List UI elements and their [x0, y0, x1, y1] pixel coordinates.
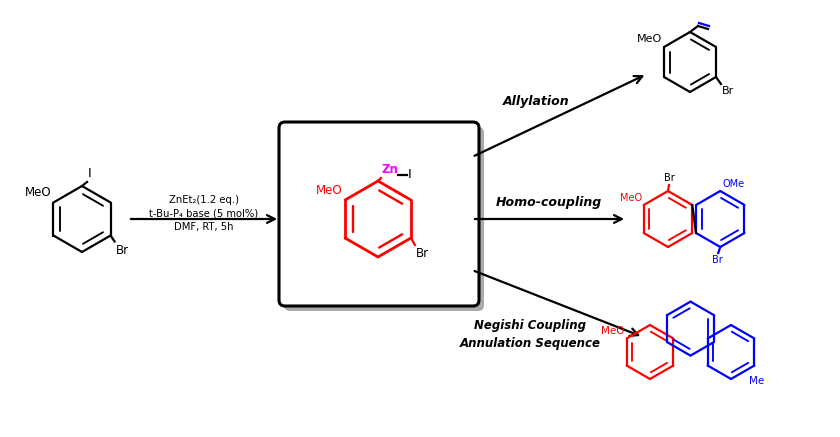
Text: Homo-coupling: Homo-coupling	[496, 196, 602, 209]
Text: I: I	[408, 169, 412, 181]
Text: MeO: MeO	[620, 193, 642, 203]
Text: Br: Br	[116, 243, 129, 257]
Text: I: I	[88, 167, 92, 180]
Text: DMF, RT, 5h: DMF, RT, 5h	[174, 222, 234, 232]
Text: t-Bu-P₄ base (5 mol%): t-Bu-P₄ base (5 mol%)	[150, 209, 259, 219]
FancyBboxPatch shape	[279, 122, 479, 306]
FancyBboxPatch shape	[284, 127, 484, 311]
Text: Br: Br	[416, 247, 429, 260]
Text: Me: Me	[748, 375, 764, 385]
Text: MeO: MeO	[316, 184, 342, 197]
Text: Allylation: Allylation	[502, 94, 570, 108]
Text: Br: Br	[722, 86, 734, 96]
Text: MeO: MeO	[637, 34, 662, 44]
Text: Negishi Coupling
Annulation Sequence: Negishi Coupling Annulation Sequence	[459, 319, 601, 350]
Text: Br: Br	[711, 255, 722, 265]
Text: MeO: MeO	[25, 187, 51, 200]
Text: Br: Br	[664, 173, 675, 183]
Text: Zn: Zn	[382, 163, 399, 176]
Text: OMe: OMe	[722, 179, 744, 189]
Text: MeO: MeO	[601, 326, 625, 336]
Text: ZnEt₂(1.2 eq.): ZnEt₂(1.2 eq.)	[169, 195, 239, 205]
